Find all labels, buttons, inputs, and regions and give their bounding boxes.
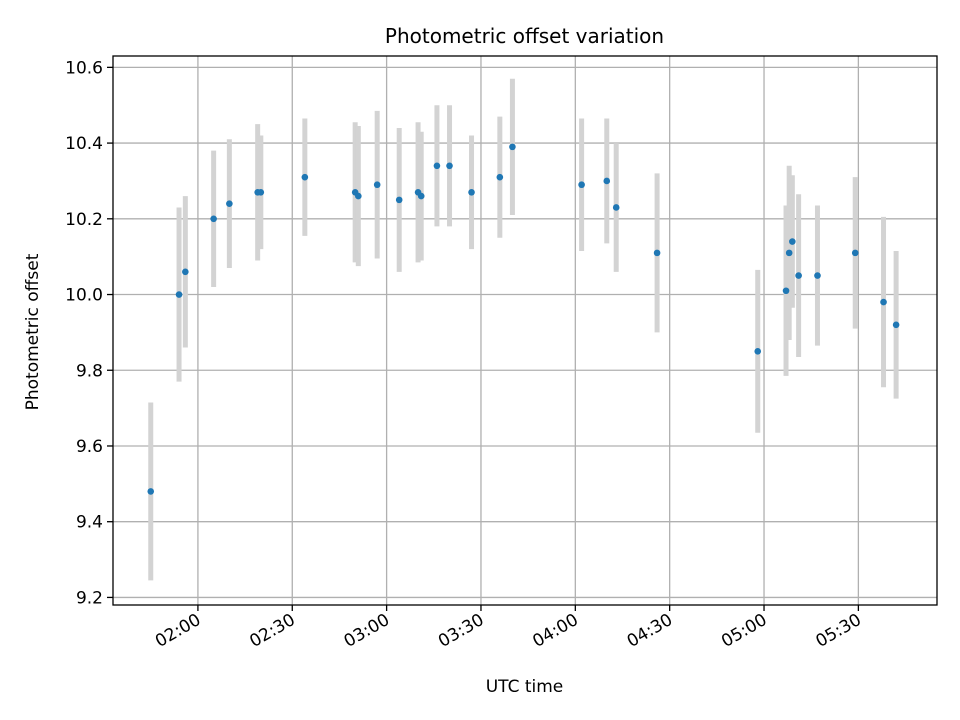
data-point — [257, 189, 265, 196]
data-point — [226, 200, 233, 207]
data-point — [653, 249, 661, 257]
data-point — [373, 181, 381, 189]
y-tick-label: 9.4 — [76, 513, 103, 533]
data-point — [446, 162, 453, 170]
data-point — [892, 321, 900, 329]
data-point — [785, 249, 793, 257]
data-point — [175, 291, 183, 298]
plot-frame — [112, 55, 938, 606]
data-point — [578, 181, 585, 189]
data-point — [147, 488, 155, 495]
y-tick-label: 10.2 — [65, 210, 103, 230]
data-point — [210, 215, 217, 223]
y-axis-title: Photometric offset — [23, 253, 43, 410]
y-tick-label: 10.4 — [65, 134, 103, 154]
data-point — [496, 173, 504, 181]
data-points — [147, 143, 900, 495]
y-tick-label: 9.2 — [76, 588, 103, 608]
data-point — [754, 348, 762, 355]
data-point — [417, 192, 425, 200]
data-point — [782, 287, 790, 295]
x-axis-title: UTC time — [486, 677, 564, 697]
data-point — [612, 204, 620, 211]
data-point — [603, 177, 611, 185]
data-point — [814, 272, 821, 279]
data-point — [182, 268, 189, 276]
y-tick-label: 9.6 — [76, 437, 103, 457]
data-point — [795, 272, 802, 279]
y-tick-label: 10.0 — [65, 286, 103, 306]
data-point — [433, 162, 441, 170]
data-point — [509, 143, 516, 151]
y-tick-label: 9.8 — [76, 361, 103, 381]
data-point — [301, 173, 309, 181]
data-point — [395, 196, 403, 204]
y-tick-label: 10.6 — [65, 58, 103, 78]
data-point — [880, 298, 887, 306]
y-axis-ticks: 9.2 9.4 9.6 9.8 10.0 10.2 10.4 10.6 — [65, 58, 113, 608]
chart-title: Photometric offset variation — [385, 24, 664, 48]
data-point — [468, 189, 475, 196]
data-point — [851, 249, 859, 257]
data-point — [789, 238, 796, 245]
data-point — [355, 192, 362, 200]
